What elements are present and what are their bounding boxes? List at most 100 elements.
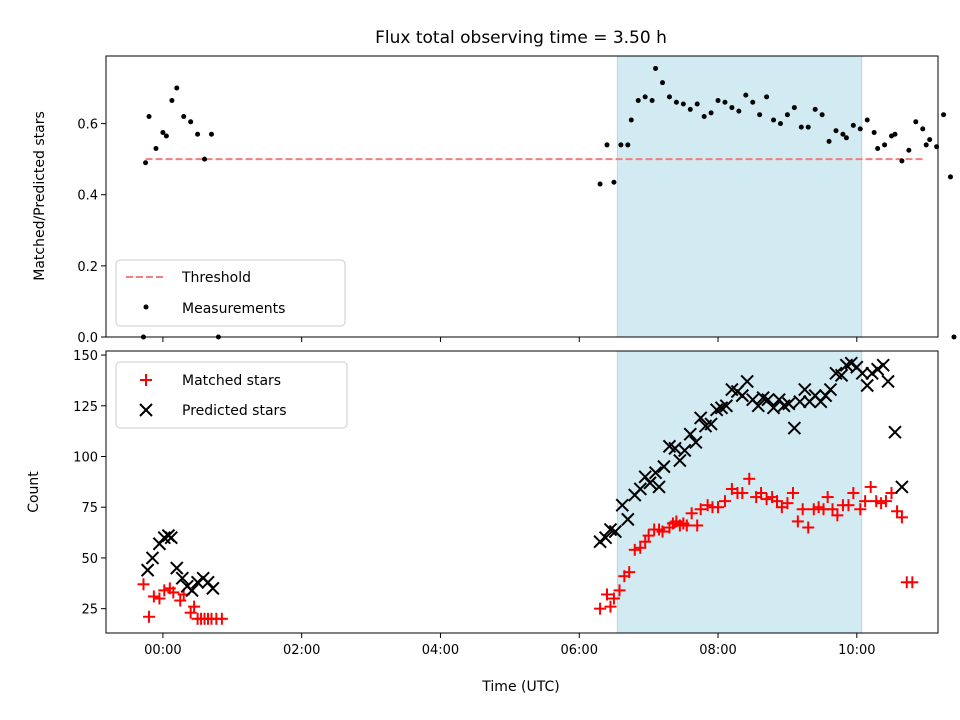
matched-stars-point: [215, 612, 228, 625]
matched-stars-point: [796, 503, 809, 516]
predicted-stars-point: [615, 498, 629, 512]
measurement-point: [892, 131, 898, 137]
x-tick-label: 00:00: [144, 643, 181, 658]
count-y-axis-ticks: 25 50 75 100 125 150: [73, 349, 106, 618]
matched-stars-point: [639, 535, 652, 548]
matched-stars-point: [607, 592, 620, 605]
measurement-point: [687, 106, 693, 112]
measurement-point: [146, 113, 152, 119]
measurement-point: [195, 131, 201, 137]
y-tick-label: 0.4: [77, 189, 98, 204]
predicted-stars-point: [678, 443, 692, 458]
ratio-legend: Threshold Measurements: [115, 259, 346, 327]
x-tick-label: 02:00: [283, 643, 320, 658]
legend-matched-label: Matched stars: [182, 373, 281, 389]
matched-stars-point: [831, 509, 844, 522]
predicted-stars-point: [621, 512, 635, 527]
measurement-point: [653, 65, 659, 71]
predicted-stars-point: [895, 480, 909, 494]
y-tick-label: 100: [73, 450, 98, 465]
y-tick-label: 0.6: [77, 118, 98, 133]
matched-stars-point: [601, 588, 614, 601]
predicted-stars-point: [793, 395, 807, 409]
matched-stars-point: [891, 505, 904, 518]
predicted-stars-point: [798, 382, 812, 397]
y-tick-label: 125: [73, 400, 98, 415]
ratio-panel-frame: [105, 55, 939, 338]
count-x-axis-ticks: 00:00 02:00 04:00 06:00 08:00 10:00: [144, 633, 876, 658]
measurement-point: [843, 135, 849, 141]
measurement-point: [771, 117, 777, 123]
measurement-point: [871, 129, 877, 135]
predicted-stars-point: [140, 563, 155, 577]
predicted-stars-point: [593, 534, 607, 549]
predicted-stars-point: [689, 435, 703, 450]
measurement-point: [174, 85, 180, 91]
measurement-point: [722, 99, 728, 105]
ratio-panel: 0.0 0.2 0.4 0.6 Matched/Predicted stars Thr…: [32, 55, 957, 346]
y-tick-label: 0.0: [77, 331, 98, 346]
measurement-point: [913, 119, 919, 125]
predicted-stars-point: [740, 374, 754, 389]
predicted-stars-point: [782, 397, 796, 411]
matched-stars-point: [802, 521, 815, 534]
matched-stars-point: [184, 606, 197, 619]
measurement-point: [812, 106, 818, 112]
legend-predicted-swatch: [139, 403, 153, 417]
measurement-point: [899, 158, 905, 164]
measurement-point: [784, 112, 790, 118]
measurement-point: [923, 142, 929, 148]
matched-stars-point: [594, 602, 607, 615]
measurement-point: [750, 99, 756, 105]
x-tick-label: 06:00: [561, 643, 598, 658]
predicted-stars-point: [643, 476, 657, 490]
predicted-stars-point: [865, 366, 879, 381]
measurement-point: [604, 142, 610, 148]
count-panel-frame: [105, 350, 939, 634]
matched-stars-point: [755, 487, 768, 500]
count-y-axis-label: Count: [26, 471, 42, 513]
measurement-point: [826, 138, 832, 144]
predicted-stars-point: [855, 366, 870, 381]
measurement-point: [153, 145, 159, 151]
predicted-stars-point: [185, 583, 199, 598]
predicted-stars-point: [860, 378, 874, 393]
shaded-interval: [616, 55, 863, 338]
measurement-point: [927, 137, 933, 143]
measurement-point: [947, 174, 953, 180]
measurement-point: [666, 94, 672, 100]
predicted-stars-point: [844, 356, 858, 370]
predicted-stars-point: [751, 399, 765, 413]
measurement-point: [743, 92, 749, 98]
matched-stars-point: [791, 515, 804, 528]
measurement-point: [951, 334, 957, 340]
measurement-point: [941, 112, 947, 118]
predicted-stars-point: [673, 453, 687, 468]
predicted-stars-point: [704, 417, 718, 431]
ratio-x-axis-ticks: [162, 337, 858, 342]
chart-title: Flux total observing time = 3.50 h: [375, 28, 667, 48]
y-tick-label: 25: [81, 603, 98, 618]
predicted-stars-point: [164, 530, 178, 545]
y-tick-label: 0.2: [77, 260, 98, 275]
matched-stars-point: [718, 495, 731, 508]
matched-stars-point: [712, 501, 725, 514]
legend-predicted-label: Predicted stars: [182, 403, 287, 419]
predicted-stars-point: [766, 401, 781, 415]
matched-stars-point: [623, 566, 636, 579]
matched-stars-point: [167, 586, 180, 599]
measurement-point: [833, 128, 839, 134]
measurement-point: [819, 112, 825, 118]
matched-stars-point: [864, 480, 877, 493]
matched-stars-point: [188, 600, 201, 613]
predicted-stars-point: [870, 362, 885, 376]
matched-stars-point: [685, 507, 698, 520]
matched-stars-point: [885, 487, 898, 500]
measurement-point: [715, 97, 721, 103]
measurement-point: [701, 113, 707, 119]
x-tick-label: 08:00: [699, 643, 736, 658]
predicted-stars-point: [175, 571, 190, 585]
legend-matched-swatch: [140, 374, 152, 386]
predicted-stars-point: [206, 581, 220, 596]
